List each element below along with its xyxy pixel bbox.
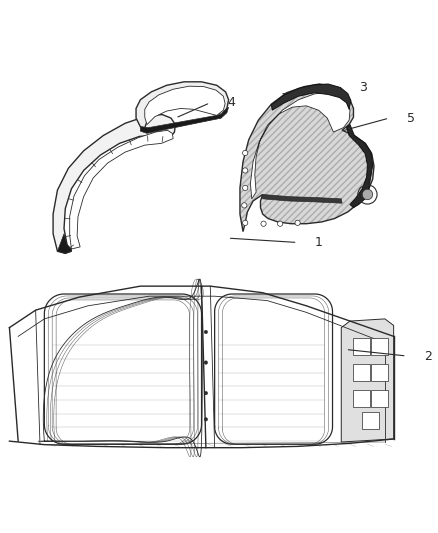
Circle shape: [204, 330, 208, 334]
Circle shape: [278, 221, 283, 227]
Circle shape: [204, 417, 208, 421]
Polygon shape: [57, 234, 71, 253]
Circle shape: [204, 391, 208, 395]
Text: 3: 3: [359, 81, 367, 94]
Bar: [353, 391, 370, 407]
Polygon shape: [145, 86, 225, 125]
Polygon shape: [136, 82, 229, 128]
Polygon shape: [240, 84, 374, 231]
Polygon shape: [272, 84, 351, 110]
Polygon shape: [70, 130, 173, 249]
Bar: [362, 413, 379, 429]
Polygon shape: [141, 107, 229, 133]
Bar: [371, 391, 388, 407]
Text: 4: 4: [228, 96, 236, 109]
Polygon shape: [251, 92, 350, 199]
Circle shape: [242, 203, 247, 208]
Circle shape: [243, 150, 248, 156]
Circle shape: [243, 168, 248, 173]
Bar: [353, 338, 370, 354]
Circle shape: [261, 221, 266, 227]
Text: 5: 5: [407, 111, 415, 125]
Circle shape: [204, 361, 208, 364]
Polygon shape: [263, 195, 342, 203]
Polygon shape: [53, 115, 175, 253]
Polygon shape: [346, 125, 373, 207]
Circle shape: [243, 185, 248, 190]
Bar: [371, 364, 388, 381]
Text: 1: 1: [315, 236, 323, 249]
Bar: [353, 364, 370, 381]
Polygon shape: [341, 319, 394, 442]
Circle shape: [362, 189, 373, 200]
Text: 2: 2: [424, 350, 432, 362]
Circle shape: [295, 220, 300, 225]
Circle shape: [243, 220, 248, 225]
Bar: [371, 338, 388, 354]
